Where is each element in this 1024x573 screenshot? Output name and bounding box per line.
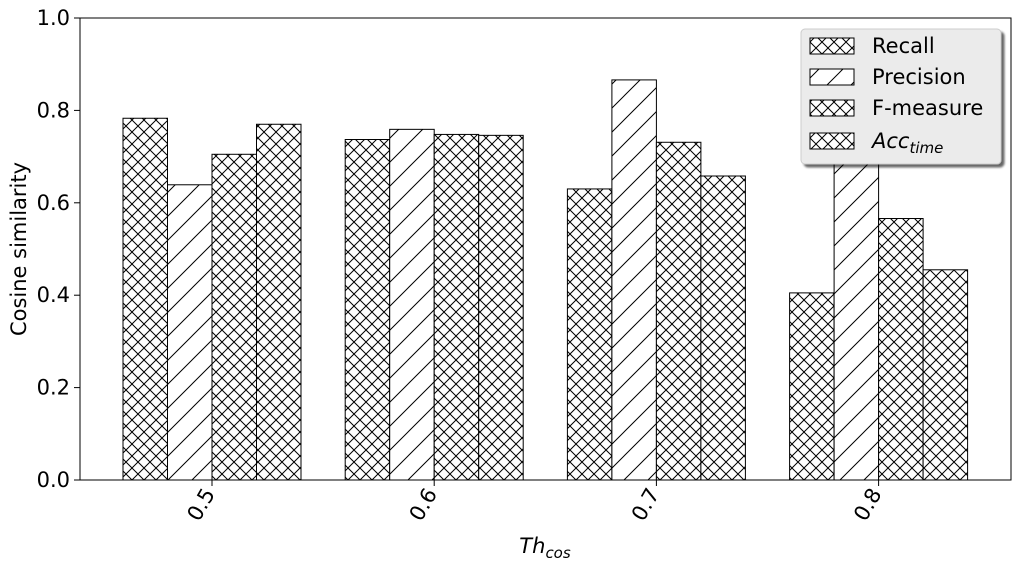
bar-acc-0-5 [256,123,302,481]
bar-recall-0-8 [789,292,835,481]
legend-label: F-measure [872,96,983,120]
legend-swatch [809,132,855,150]
y-tick-label: 0.0 [37,468,70,492]
bar-f-measure-0-6 [433,133,480,481]
legend-label: Recall [872,34,935,58]
x-axis-label-sub: cos [545,544,570,562]
x-axis: 0.5 0.6 0.7 0.8 [182,480,886,525]
bar-precision-0-5 [167,184,213,481]
legend-box [800,28,1002,165]
bar-precision-0-7 [611,79,657,481]
legend: Recall Precision F-measure Acctime [800,28,1002,165]
legend-swatch [809,68,855,86]
bar-acc-0-8 [922,269,969,481]
x-tick-label: 0.6 [405,484,442,525]
x-tick-label: 0.5 [182,484,219,525]
bar-f-measure-0-8 [878,218,924,481]
y-tick-label: 0.2 [37,376,70,400]
x-tick-label: 0.7 [627,484,664,525]
bar-acc-0-6 [478,134,524,481]
bar-precision-0-6 [389,128,435,481]
bar-f-measure-0-7 [655,141,702,481]
y-tick-label: 0.4 [37,283,70,307]
legend-swatch [809,99,855,117]
y-tick-label: 1.0 [37,6,70,30]
legend-swatch [809,37,855,55]
y-tick-label: 0.6 [37,191,70,215]
bar-acc-0-7 [700,175,746,481]
legend-label: Acctime [870,129,943,157]
bar-recall-0-7 [566,188,613,481]
y-axis: 0.0 0.2 0.4 0.6 0.8 1.0 [37,6,80,492]
y-axis-label: Cosine similarity [7,162,31,336]
legend-label: Precision [872,65,966,89]
y-tick-label: 0.8 [37,98,70,122]
bar-f-measure-0-5 [211,153,257,481]
plot-frame [79,17,1012,481]
bar-recall-0-5 [122,117,168,481]
bar-recall-0-6 [344,139,391,481]
x-tick-label: 0.8 [849,484,886,525]
x-axis-label-main: Th [519,534,545,558]
x-axis-label: Thcos [519,534,571,562]
